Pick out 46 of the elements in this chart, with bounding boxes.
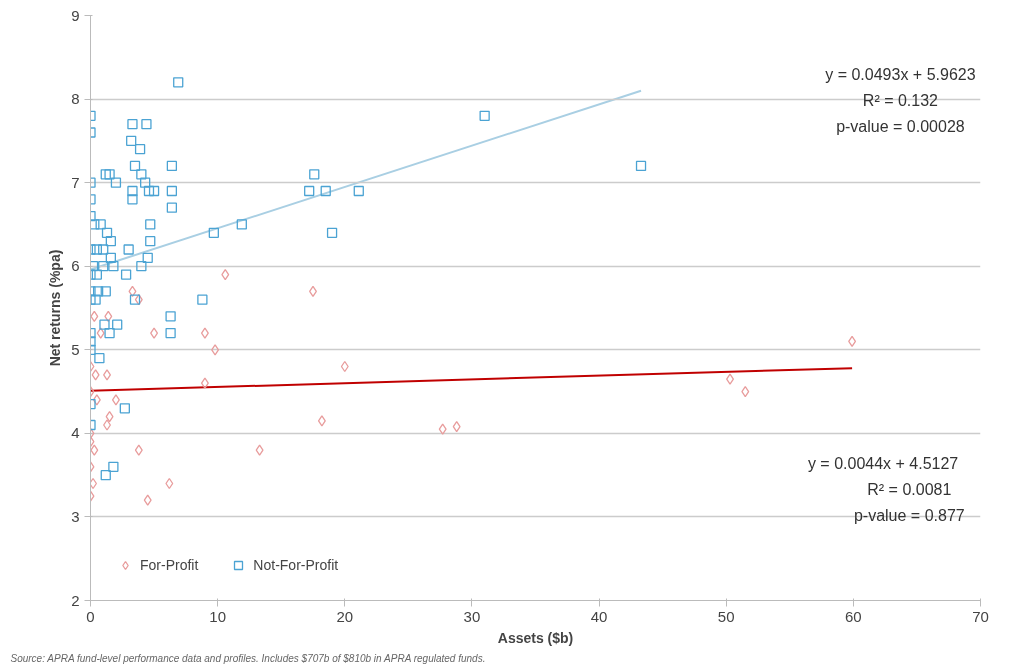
x-tick-label: 40 (590, 607, 608, 625)
x-tick-label: 60 (845, 607, 862, 625)
point (200, 327, 209, 339)
y-tick-label: 5 (71, 340, 80, 358)
point (111, 394, 120, 406)
y-axis-title: Net returns (%pa) (47, 249, 64, 367)
y-tick-label: 3 (71, 507, 80, 525)
x-tick-label: 30 (463, 607, 481, 625)
y-tick-label: 8 (71, 90, 80, 108)
legend-label: For-Profit (140, 557, 199, 573)
point (92, 394, 101, 406)
x-tick-label: 50 (717, 607, 735, 625)
point (211, 344, 220, 356)
point (452, 421, 461, 433)
annotation: p-value = 0.00028 (836, 118, 965, 136)
annotation: y = 0.0493x + 5.9623 (825, 65, 976, 83)
y-tick-label: 9 (71, 6, 80, 24)
x-tick-label: 0 (86, 607, 95, 625)
point (255, 444, 264, 456)
point (103, 369, 112, 381)
annotation: y = 0.0044x + 4.5127 (807, 454, 959, 472)
x-axis-title: Assets ($b) (497, 629, 574, 646)
legend-label: Not-For-Profit (253, 557, 339, 573)
y-tick-label: 2 (71, 591, 80, 609)
annotation: R² = 0.132 (862, 92, 939, 110)
point (150, 327, 159, 339)
point (96, 327, 105, 339)
point (143, 494, 152, 506)
annotation: p-value = 0.877 (853, 507, 965, 525)
point (103, 419, 112, 431)
point (134, 444, 143, 456)
point (91, 369, 100, 381)
point (438, 423, 447, 435)
x-tick-label: 10 (209, 607, 226, 625)
point (317, 415, 326, 427)
y-tick-label: 4 (71, 424, 80, 442)
y-tick-label: 6 (71, 257, 80, 275)
annotation: R² = 0.0081 (867, 481, 952, 499)
x-tick-label: 20 (336, 607, 354, 625)
y-tick-label: 7 (71, 173, 80, 191)
source-note: Source: APRA fund-level performance data and profiles. Includes $707b of $810b in APRA regulated funds. (10, 652, 486, 664)
point (726, 373, 735, 385)
point (90, 444, 99, 456)
point (200, 377, 209, 389)
point (128, 285, 137, 297)
x-tick-label: 70 (972, 607, 989, 625)
